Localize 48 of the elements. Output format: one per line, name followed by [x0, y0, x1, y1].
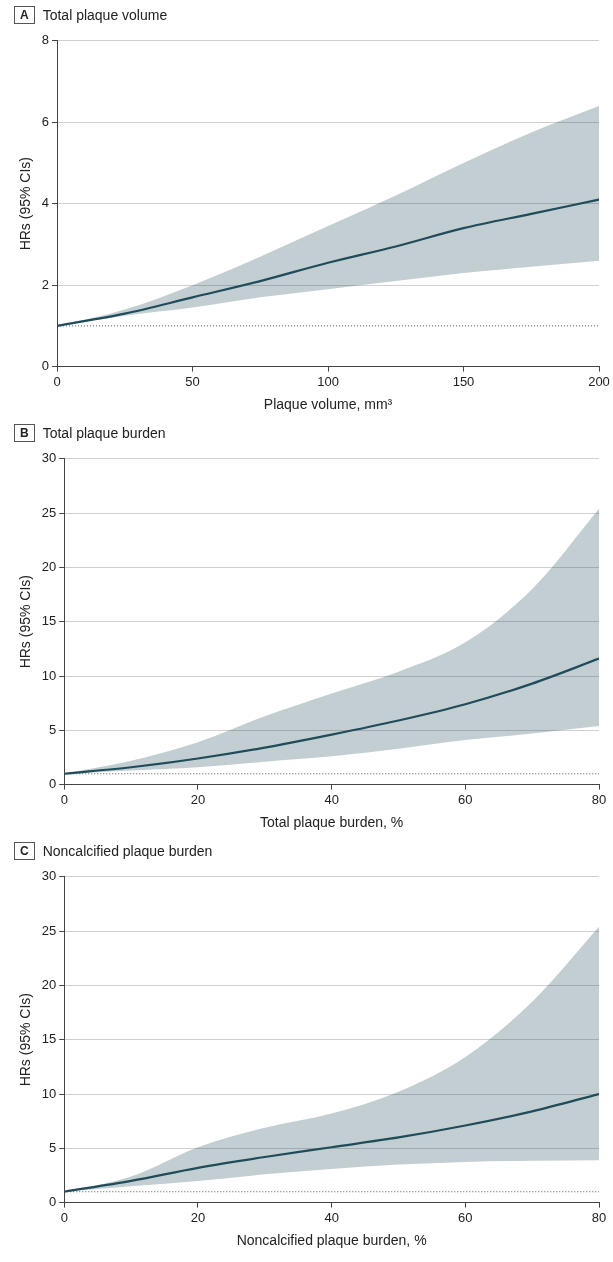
chart-title: Total plaque volume	[42, 7, 168, 23]
y-tick-label: 2	[41, 276, 50, 292]
x-axis-title: Plaque volume, mm³	[263, 396, 393, 413]
y-tick-label: 15	[41, 613, 57, 629]
text: B	[14, 424, 35, 442]
line-series	[64, 1092, 599, 1193]
y-tick-label: 25	[41, 922, 57, 938]
x-tick-label: 200	[588, 373, 610, 389]
y-tick-label: 8	[41, 32, 50, 48]
y-tick-label: 5	[49, 1139, 57, 1155]
y-tick-label: 20	[41, 558, 57, 574]
x-tick-label: 40	[324, 1209, 339, 1225]
x-tick-label: 80	[591, 1209, 607, 1225]
x-tick-label: 60	[458, 791, 473, 807]
y-tick-label: 10	[41, 667, 57, 683]
y-tick-label: 15	[41, 1031, 57, 1047]
y-tick-label: 5	[49, 721, 57, 737]
x-tick-label: 60	[458, 1209, 473, 1225]
y-tick-label: 0	[41, 358, 50, 374]
x-tick-label: 0	[60, 1209, 68, 1225]
x-tick-label: 40	[324, 791, 339, 807]
text: A	[14, 6, 35, 24]
y-tick-label: 25	[41, 504, 57, 520]
y-tick-label: 20	[41, 976, 57, 992]
x-tick-label: 0	[60, 791, 68, 807]
x-tick-label: 100	[317, 373, 339, 389]
chart-title: Noncalcified plaque burden	[42, 843, 213, 859]
x-axis-title: Total plaque burden, %	[260, 814, 404, 831]
x-tick-label: 20	[190, 1209, 206, 1225]
y-tick-label: 6	[41, 113, 50, 129]
y-tick-label: 10	[41, 1085, 57, 1101]
y-axis-title: HRs (95% CIs)	[17, 575, 34, 669]
y-tick-label: 0	[49, 776, 57, 792]
x-axis-title: Noncalcified plaque burden, %	[236, 1232, 427, 1249]
line-series	[57, 198, 599, 327]
x-tick-label: 80	[591, 791, 607, 807]
y-tick-label: 4	[41, 195, 50, 211]
x-tick-label: 150	[452, 373, 475, 389]
y-tick-label: 30	[41, 450, 57, 466]
y-axis-title: HRs (95% CIs)	[17, 157, 34, 251]
y-axis-title: HRs (95% CIs)	[17, 993, 34, 1087]
line-series	[64, 657, 599, 775]
y-tick-label: 30	[41, 868, 57, 884]
text: C	[14, 842, 35, 860]
x-tick-label: 20	[190, 791, 206, 807]
y-tick-label: 0	[49, 1194, 57, 1210]
x-tick-label: 50	[185, 373, 200, 389]
chart-title: Total plaque burden	[42, 425, 166, 441]
